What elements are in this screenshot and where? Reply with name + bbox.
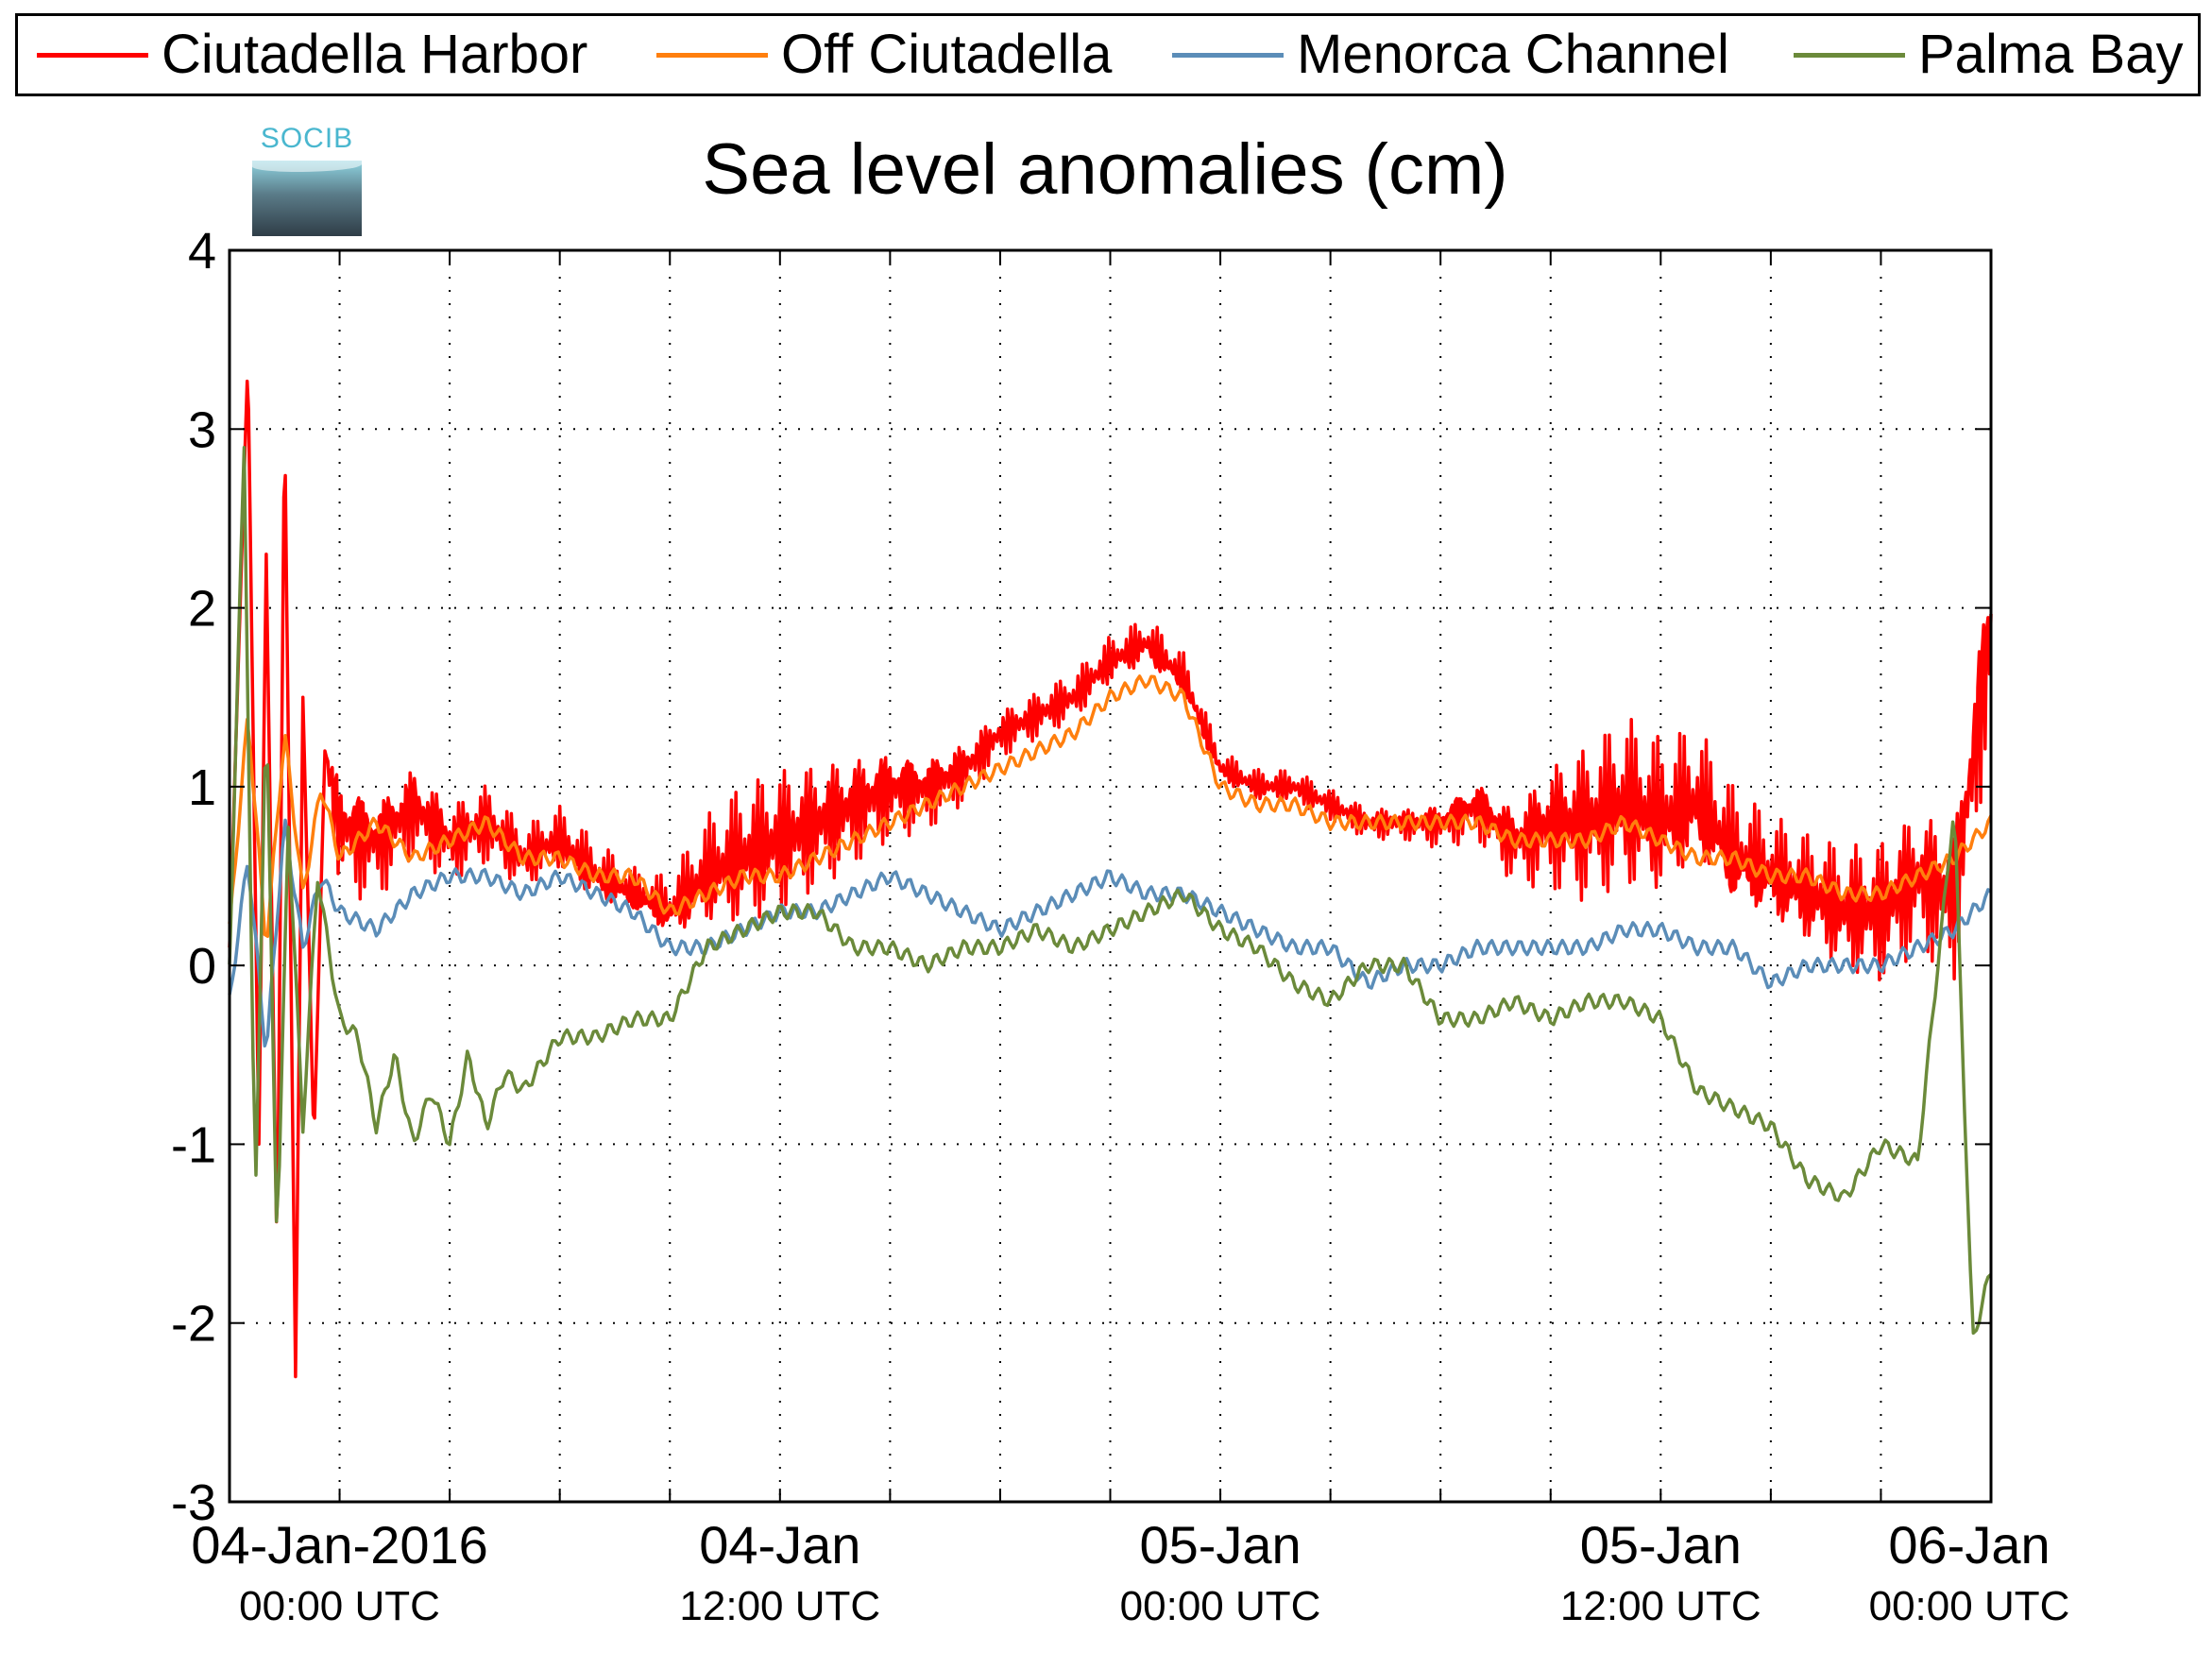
series-line-menorca-channel — [228, 818, 1993, 1048]
legend-item-menorca-channel[interactable]: Menorca Channel — [1172, 16, 1729, 94]
logo-wave — [252, 159, 362, 172]
legend-item-palma-bay[interactable]: Palma Bay — [1794, 16, 2183, 94]
legend-item-off-ciutadella[interactable]: Off Ciutadella — [656, 16, 1112, 94]
y-tick-label: -2 — [171, 1296, 216, 1353]
x-tick-time-label: 12:00 UTC — [1560, 1583, 1761, 1629]
y-tick-label: 0 — [188, 938, 216, 995]
x-tick-time-label: 00:00 UTC — [1869, 1583, 2070, 1629]
y-tick-label: -3 — [171, 1474, 216, 1531]
legend-swatch-menorca-channel — [1172, 52, 1284, 58]
x-tick-time-label: 00:00 UTC — [1120, 1583, 1321, 1629]
tick-labels: -3 -2 -1 0 1 2 3 4 04-Jan-2016 00:00 UTC 04-Jan 12:… — [171, 223, 2069, 1629]
series-line-palma-bay — [228, 446, 1993, 1336]
x-tick-date-label: 04-Jan — [699, 1515, 860, 1575]
chart-title: Sea level anomalies (cm) — [702, 129, 1508, 210]
legend-label-ciutadella-harbor: Ciutadella Harbor — [162, 24, 588, 85]
legend-label-menorca-channel: Menorca Channel — [1297, 24, 1729, 85]
socib-logo: SOCIB — [250, 121, 364, 236]
tick-marks — [230, 249, 1991, 1503]
legend-swatch-palma-bay — [1794, 52, 1905, 58]
logo-text: SOCIB — [260, 123, 354, 154]
logo-graphic — [252, 161, 362, 236]
series-line-off-ciutadella — [228, 674, 1993, 938]
y-tick-label: 4 — [188, 223, 216, 280]
y-tick-label: 3 — [188, 401, 216, 458]
x-tick-date-label: 04-Jan-2016 — [191, 1515, 487, 1575]
x-tick-date-label: 05-Jan — [1139, 1515, 1301, 1575]
legend-label-palma-bay: Palma Bay — [1918, 24, 2184, 85]
legend-swatch-ciutadella-harbor — [37, 52, 148, 58]
x-tick-time-label: 00:00 UTC — [239, 1583, 440, 1629]
legend-label-off-ciutadella: Off Ciutadella — [781, 24, 1113, 85]
chart-legend: Ciutadella Harbor Off Ciutadella Menorca… — [15, 13, 2201, 96]
x-tick-date-label: 06-Jan — [1888, 1515, 2050, 1575]
x-tick-time-label: 12:00 UTC — [679, 1583, 880, 1629]
y-tick-label: -1 — [171, 1116, 216, 1173]
y-tick-label: 1 — [188, 759, 216, 816]
y-tick-label: 2 — [188, 581, 216, 638]
x-tick-date-label: 05-Jan — [1580, 1515, 1742, 1575]
legend-item-ciutadella-harbor[interactable]: Ciutadella Harbor — [37, 16, 587, 94]
series-layer — [228, 379, 1993, 1379]
legend-swatch-off-ciutadella — [656, 52, 768, 58]
